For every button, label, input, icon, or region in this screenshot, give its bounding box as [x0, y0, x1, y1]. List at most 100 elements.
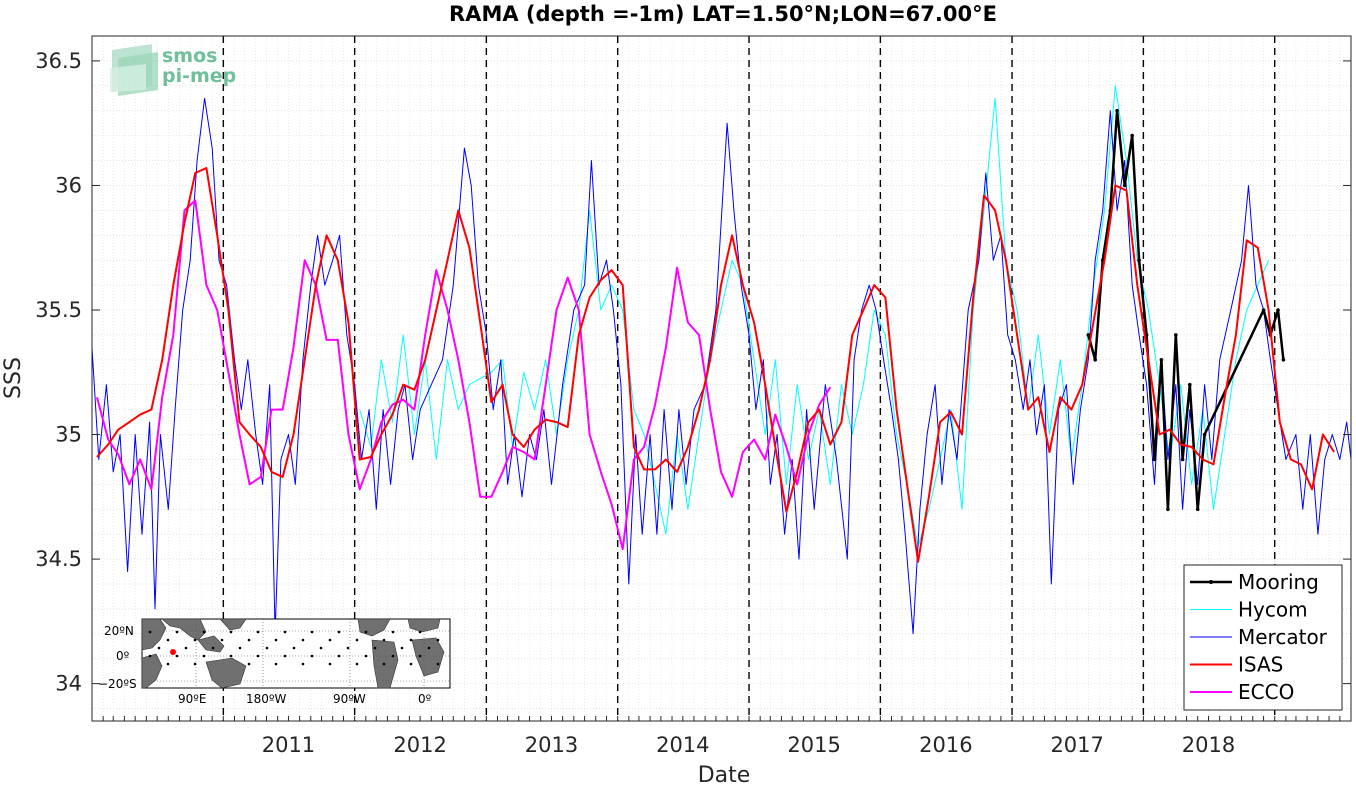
inset-buoy-marker	[175, 630, 179, 634]
plot-frame	[91, 35, 1352, 722]
inset-buoy-marker	[148, 654, 152, 658]
y-axis-label: SSS	[1, 357, 26, 399]
x-tick-label-2015: 2015	[787, 733, 840, 757]
inset-buoy-marker	[409, 662, 413, 666]
inset-buoy-marker	[256, 630, 260, 634]
inset-buoy-marker	[283, 630, 287, 634]
legend-items: Mooring Hycom Mercator ISAS ECCO	[1190, 570, 1328, 704]
x-tick-label-2017: 2017	[1050, 733, 1103, 757]
inset-buoy-marker	[202, 630, 206, 634]
mooring-point-16	[1202, 432, 1207, 437]
legend-label-mooring: Mooring	[1238, 570, 1319, 594]
logo-mark	[110, 44, 158, 96]
inset-buoy-marker	[364, 630, 368, 634]
inset-buoy-marker	[301, 638, 305, 642]
mooring-point-19	[1276, 308, 1280, 312]
mooring-point-14	[1188, 382, 1192, 387]
inset-map-gridlines	[142, 619, 450, 688]
inset-buoy-marker	[238, 646, 242, 650]
inset-buoy-marker	[184, 646, 188, 650]
inset-buoy-marker	[310, 630, 314, 634]
inset-buoy-marker	[220, 638, 224, 642]
mooring-point-11	[1166, 507, 1170, 512]
legend-marker-mooring	[1209, 580, 1213, 584]
inset-buoy-marker	[328, 662, 332, 666]
inset-buoy-marker	[409, 638, 413, 642]
mooring-point-7	[1137, 258, 1141, 263]
inset-buoy-marker	[274, 638, 278, 642]
inset-buoy-marker	[337, 654, 341, 658]
inset-buoy-marker	[337, 630, 341, 634]
inset-map-buoy-markers	[148, 630, 440, 666]
inset-map-land	[141, 618, 445, 689]
inset-buoy-marker	[256, 654, 260, 658]
inset-lat-label-20n: 20ºN	[104, 624, 134, 638]
logo-line-2: pi-mep	[162, 65, 236, 87]
y-tick-labels: 34 34.5 35 35.5 36 36.5	[35, 49, 82, 696]
inset-buoy-marker	[202, 654, 206, 658]
x-tick-labels: 2011 2012 2013 2014 2015 2016 2017 2018	[262, 733, 1236, 757]
y-tick-label-35-5: 35.5	[35, 298, 82, 322]
legend-label-mercator: Mercator	[1238, 625, 1328, 649]
smos-pi-mep-logo: smos pi-mep	[110, 44, 236, 96]
inset-buoy-marker	[328, 638, 332, 642]
inset-buoy-marker	[265, 646, 269, 650]
mooring-point-15	[1195, 507, 1200, 512]
inset-buoy-marker	[247, 662, 251, 666]
y-tick-label-34: 34	[55, 672, 82, 696]
x-axis-label: Date	[698, 763, 751, 786]
mooring-point-12	[1174, 333, 1178, 337]
y-tick-label-34-5: 34.5	[35, 547, 82, 571]
inset-lon-label-90e: 90ºE	[178, 692, 207, 706]
legend: Mooring Hycom Mercator ISAS ECCO	[1183, 564, 1343, 711]
x-tick-label-2013: 2013	[525, 733, 578, 757]
inset-buoy-marker	[229, 654, 233, 658]
series-line-isas	[96, 167, 1335, 563]
series-line-ecco	[96, 199, 832, 551]
mooring-point-10	[1159, 358, 1164, 362]
inset-buoy-marker	[373, 646, 377, 650]
inset-buoy-marker	[355, 662, 359, 666]
mooring-point-4	[1115, 108, 1119, 113]
chart-title: RAMA (depth =-1m) LAT=1.50°N;LON=67.00°E	[449, 2, 997, 26]
x-tick-label-2012: 2012	[393, 733, 446, 757]
inset-buoy-marker	[148, 630, 152, 634]
legend-label-hycom: Hycom	[1238, 598, 1308, 622]
x-tick-label-2011: 2011	[262, 733, 315, 757]
logo-line-1: smos	[162, 45, 217, 67]
inset-buoy-marker	[274, 662, 278, 666]
inset-buoy-marker	[355, 638, 359, 642]
y-tick-label-36-5: 36.5	[35, 49, 82, 73]
inset-buoy-marker	[157, 646, 161, 650]
legend-label-ecco: ECCO	[1238, 680, 1294, 704]
inset-buoy-marker	[193, 638, 197, 642]
mooring-point-1	[1093, 358, 1097, 362]
inset-buoy-marker	[193, 662, 197, 666]
inset-map-selected-buoy	[170, 649, 176, 655]
inset-buoy-marker	[391, 630, 395, 634]
legend-label-isas: ISAS	[1238, 653, 1283, 677]
inset-buoy-marker	[427, 646, 431, 650]
inset-buoy-marker	[283, 654, 287, 658]
inset-buoy-marker	[166, 638, 170, 642]
inset-buoy-marker	[310, 654, 314, 658]
inset-buoy-marker	[247, 638, 251, 642]
inset-buoy-marker	[292, 646, 296, 650]
inset-buoy-marker	[418, 654, 422, 658]
mooring-point-9	[1152, 457, 1157, 462]
mooring-point-0	[1086, 333, 1091, 337]
inset-buoy-marker	[211, 646, 215, 650]
x-tick-label-2016: 2016	[919, 733, 972, 757]
inset-buoy-marker	[400, 646, 404, 650]
inset-lat-label-20s: −20ºS	[98, 677, 137, 691]
plot-area	[91, 35, 1352, 722]
inset-buoy-marker	[436, 662, 440, 666]
mooring-point-5	[1122, 183, 1127, 188]
inset-map: 20ºN 0º −20ºS 90ºE 180ºW 90ºW 0º	[98, 618, 451, 706]
inset-buoy-marker	[364, 654, 368, 658]
inset-buoy-marker	[319, 646, 323, 650]
inset-lon-label-90w: 90ºW	[333, 692, 366, 706]
inset-lat-label-0: 0º	[116, 649, 130, 663]
inset-buoy-marker	[382, 662, 386, 666]
inset-buoy-marker	[229, 630, 233, 634]
